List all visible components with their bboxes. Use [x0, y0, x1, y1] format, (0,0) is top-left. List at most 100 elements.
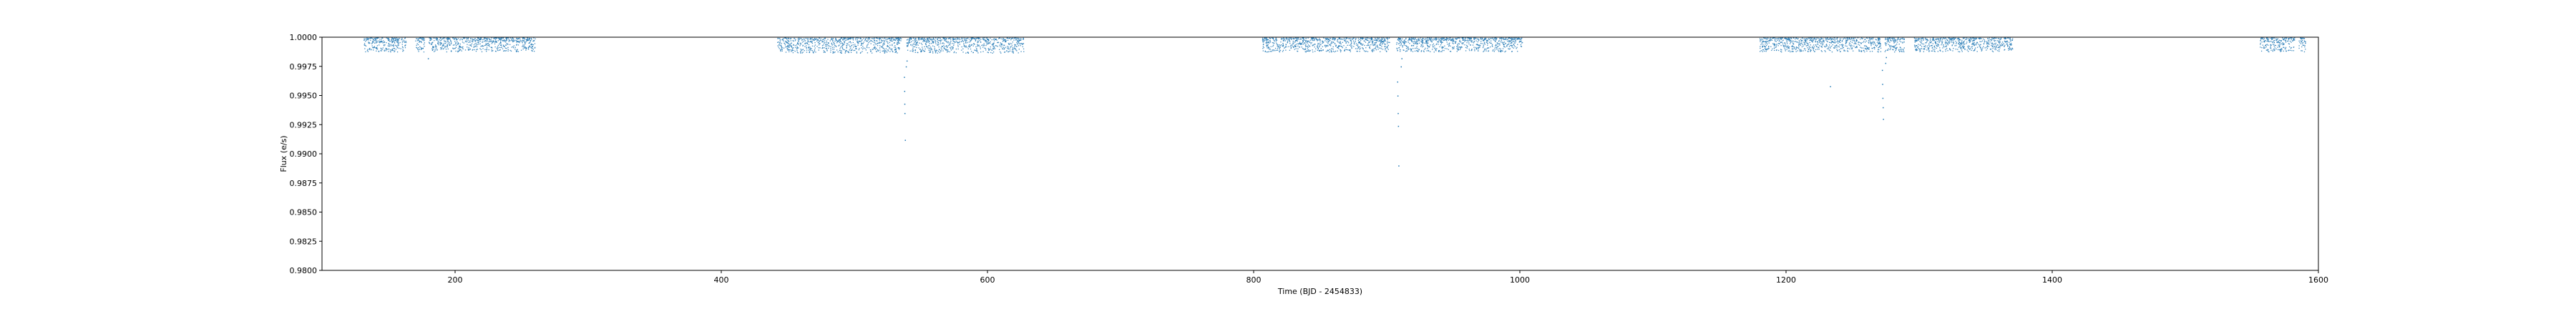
- data-point: [533, 51, 535, 52]
- data-point: [396, 46, 398, 48]
- data-point: [1424, 49, 1425, 50]
- data-point: [1313, 40, 1314, 41]
- data-point: [1502, 50, 1503, 52]
- data-point: [1275, 49, 1277, 52]
- data-point: [1274, 47, 1277, 49]
- data-point: [1475, 47, 1478, 49]
- data-point: [993, 46, 995, 48]
- data-point: [418, 39, 419, 41]
- data-point: [1327, 41, 1329, 43]
- data-point: [1973, 44, 1974, 45]
- data-point: [1946, 48, 1948, 49]
- data-point: [515, 39, 517, 41]
- data-point: [1372, 50, 1373, 52]
- data-point: [1769, 40, 1770, 41]
- data-point: [1370, 44, 1372, 46]
- data-point: [817, 39, 819, 40]
- data-point: [1282, 42, 1284, 44]
- data-point: [1267, 44, 1269, 46]
- data-point: [381, 41, 383, 42]
- data-point: [1795, 49, 1797, 50]
- data-point: [1443, 39, 1445, 41]
- data-point: [1296, 39, 1297, 41]
- data-point: [814, 50, 815, 52]
- data-point: [1345, 37, 1347, 39]
- data-point: [910, 44, 912, 46]
- data-point: [1804, 42, 1805, 44]
- data-point: [532, 44, 535, 46]
- data-point: [1889, 44, 1890, 46]
- data-point: [1870, 42, 1871, 44]
- data-point: [1947, 39, 1948, 41]
- data-point: [965, 42, 967, 44]
- data-point: [1402, 41, 1403, 43]
- data-point: [476, 49, 477, 50]
- data-point: [1838, 41, 1840, 43]
- data-point: [887, 45, 889, 46]
- data-point: [1825, 44, 1827, 46]
- data-point: [480, 49, 482, 51]
- data-point: [1455, 38, 1458, 39]
- data-point: [1777, 45, 1779, 46]
- data-point: [1517, 38, 1518, 39]
- data-point: [2001, 41, 2004, 43]
- data-point: [1782, 44, 1784, 46]
- data-point: [1942, 38, 1943, 39]
- data-point: [495, 37, 497, 39]
- data-point: [1425, 41, 1427, 43]
- data-point: [368, 41, 369, 43]
- data-point: [1981, 49, 1983, 51]
- data-point: [1483, 41, 1485, 44]
- data-point: [787, 39, 789, 41]
- data-point: [1370, 37, 1372, 39]
- data-point: [1295, 37, 1297, 39]
- data-point: [1771, 49, 1772, 52]
- data-point: [472, 49, 473, 51]
- data-point: [1820, 50, 1823, 52]
- data-point: [533, 39, 535, 41]
- data-point: [1271, 51, 1272, 52]
- data-point: [1888, 44, 1890, 45]
- data-point: [1974, 49, 1976, 51]
- data-point: [1292, 46, 1294, 48]
- data-point: [513, 47, 514, 49]
- data-point: [1282, 51, 1284, 52]
- data-point: [1921, 37, 1923, 39]
- data-point: [809, 52, 810, 53]
- data-point: [857, 42, 859, 44]
- data-point: [1828, 48, 1829, 49]
- data-point: [494, 37, 496, 39]
- data-point: [811, 37, 813, 39]
- data-point: [1349, 38, 1350, 39]
- data-point: [1845, 38, 1846, 39]
- data-point: [952, 37, 954, 39]
- data-point: [1855, 46, 1857, 48]
- data-point: [1779, 39, 1780, 41]
- data-point: [397, 41, 399, 43]
- data-point: [369, 49, 371, 50]
- data-point: [967, 52, 968, 54]
- data-point: [1792, 43, 1794, 44]
- data-point: [1827, 48, 1828, 49]
- data-point: [830, 49, 831, 51]
- data-point: [404, 44, 406, 46]
- data-point: [440, 40, 441, 41]
- data-point: [1428, 50, 1430, 52]
- data-point: [787, 46, 789, 47]
- data-point: [1302, 37, 1304, 39]
- data-point: [1344, 50, 1345, 52]
- data-point: [1016, 50, 1018, 52]
- data-point: [1511, 37, 1513, 39]
- data-point: [1485, 38, 1487, 39]
- data-point: [950, 46, 952, 48]
- data-point: [1000, 38, 1002, 39]
- data-point: [1446, 41, 1448, 43]
- data-point: [917, 41, 918, 43]
- data-point: [1365, 50, 1367, 52]
- data-point: [1269, 37, 1270, 39]
- data-point: [907, 41, 909, 44]
- data-point: [416, 44, 417, 46]
- data-point: [434, 37, 436, 39]
- data-point: [1008, 42, 1010, 44]
- data-point: [1287, 42, 1289, 44]
